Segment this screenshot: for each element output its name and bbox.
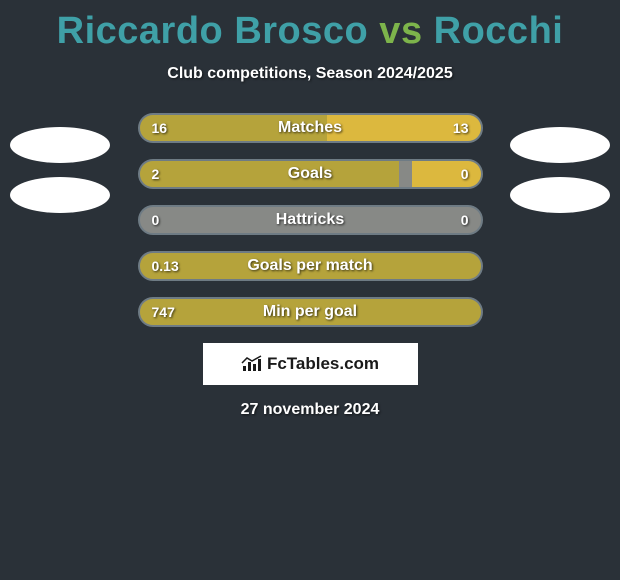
- bar-row-matches: 1613Matches: [138, 113, 483, 143]
- brand-box[interactable]: FcTables.com: [203, 343, 418, 385]
- bar-row-goals-per-match: 0.13Goals per match: [138, 251, 483, 281]
- bar-label: Hattricks: [140, 211, 481, 229]
- comparison-title: Riccardo Brosco vs Rocchi: [0, 0, 620, 53]
- player1-avatar-2: [10, 177, 110, 213]
- bar-row-hattricks: 00Hattricks: [138, 205, 483, 235]
- bar-label: Matches: [140, 119, 481, 137]
- player1-name: Riccardo Brosco: [57, 10, 369, 52]
- vs-separator: vs: [368, 10, 433, 52]
- player2-avatar-2: [510, 177, 610, 213]
- brand-text: FcTables.com: [267, 354, 379, 374]
- date-text: 27 november 2024: [0, 401, 620, 419]
- bar-row-min-per-goal: 747Min per goal: [138, 297, 483, 327]
- player2-name: Rocchi: [434, 10, 564, 52]
- player2-avatar-1: [510, 127, 610, 163]
- bar-label: Min per goal: [140, 303, 481, 321]
- comparison-chart: 1613Matches 20Goals 00Hattricks 0.13Goals p…: [0, 113, 620, 327]
- bar-label: Goals: [140, 165, 481, 183]
- subtitle: Club competitions, Season 2024/2025: [0, 65, 620, 83]
- bar-label: Goals per match: [140, 257, 481, 275]
- bar-row-goals: 20Goals: [138, 159, 483, 189]
- chart-icon: [241, 355, 263, 373]
- player1-avatar-1: [10, 127, 110, 163]
- bars-container: 1613Matches 20Goals 00Hattricks 0.13Goals p…: [138, 113, 483, 327]
